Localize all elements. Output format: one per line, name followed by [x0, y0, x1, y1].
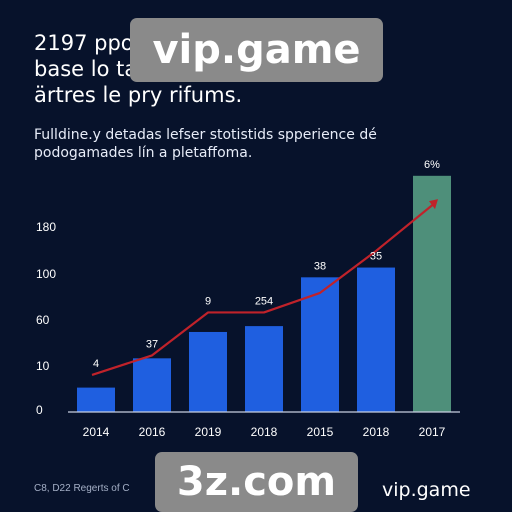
chart-bar	[357, 267, 395, 412]
y-tick-label: 60	[36, 313, 50, 327]
footer-credit: C8, D22 Regerts of C	[34, 483, 130, 494]
title-line-3: ärtres le pry rifums.	[34, 83, 243, 107]
y-tick-label: 0	[36, 403, 43, 417]
chart-bar	[133, 358, 171, 412]
x-tick-label: 2018	[363, 425, 390, 439]
y-tick-label: 10	[36, 359, 50, 373]
chart-bar	[245, 326, 283, 412]
chart-bar	[413, 175, 451, 412]
data-label: 4	[93, 358, 99, 370]
chart-bar	[189, 331, 227, 412]
data-label: 37	[146, 338, 158, 350]
subtitle-line-2: podogamades lín a pletaffoma.	[34, 145, 253, 161]
x-tick-label: 2016	[139, 425, 166, 439]
trend-line	[91, 201, 437, 376]
footer-brand: vip.game	[382, 479, 471, 501]
data-label: 254	[255, 295, 273, 307]
chart-subtitle: Fulldine.y detadas lefser stotistids spp…	[34, 126, 454, 162]
chart-title: 2197 ppo base lo ta ärtres le pry rifums…	[34, 30, 414, 108]
x-tick-label: 2017	[419, 425, 446, 439]
x-tick-label: 2015	[307, 425, 334, 439]
title-line-1: 2197 ppo	[34, 31, 134, 55]
x-tick-label: 2018	[251, 425, 278, 439]
subtitle-line-1: Fulldine.y detadas lefser stotistids spp…	[34, 127, 377, 143]
y-tick-label: 100	[36, 267, 56, 281]
x-tick-label: 2014	[83, 425, 110, 439]
trend-arrowhead	[429, 199, 438, 210]
watermark-top: vip.game	[130, 18, 383, 82]
title-line-2: base lo ta	[34, 57, 138, 81]
x-tick-label: 2019	[195, 425, 222, 439]
watermark-bottom: 3z.com	[155, 452, 358, 512]
data-label: 9	[205, 295, 211, 307]
chart-bar	[77, 387, 115, 412]
data-label: 35	[370, 251, 382, 263]
data-label: 38	[314, 260, 326, 272]
y-tick-label: 180	[36, 220, 56, 234]
data-label: 6%	[424, 159, 440, 171]
chart-bar	[301, 277, 339, 412]
